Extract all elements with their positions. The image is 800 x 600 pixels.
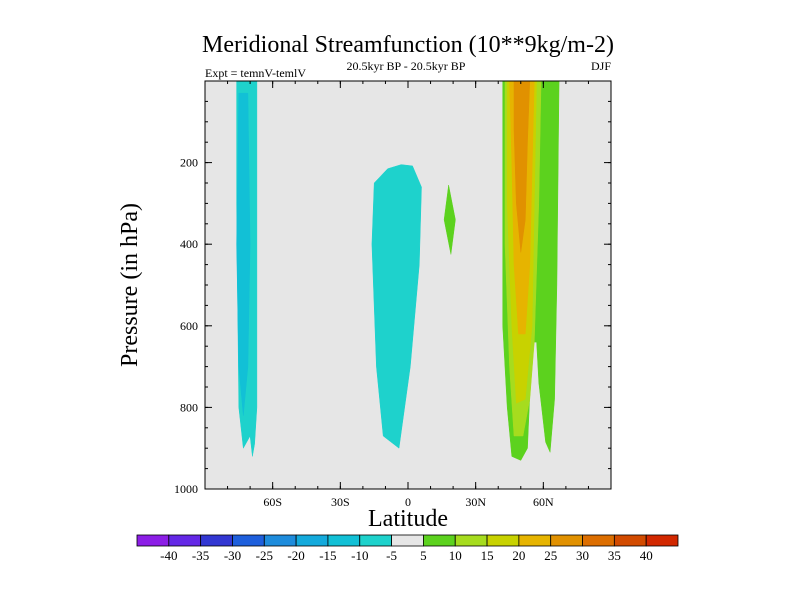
colorbar-label: 40 [640,548,653,563]
colorbar-swatch [486,534,520,547]
y-tick-label: 800 [180,400,198,414]
colorbar-swatch [359,534,392,547]
x-axis-label: Latitude [368,506,448,532]
colorbar-label: -40 [160,548,177,563]
chart-title: Meridional Streamfunction (10**9kg/m-2) [202,32,614,58]
colorbar-swatch [263,534,297,547]
colorbar-swatch [423,534,456,547]
x-tick-label: 60S [263,495,282,509]
colorbar-swatch [391,534,424,547]
colorbar-swatch [232,534,265,547]
colorbar-label: 5 [420,548,427,563]
x-tick-label: 0 [405,495,411,509]
colorbar-label: 20 [512,548,525,563]
colorbar-swatch [327,534,361,547]
contour-small-positive-cell [443,184,456,255]
contour-tropical-cell [371,164,422,449]
season-label: DJF [591,59,611,73]
x-tick-label: 60N [533,495,554,509]
colorbar-swatch [550,534,583,547]
y-axis-label: Pressure (in hPa) [117,203,143,367]
colorbar-label: -15 [319,548,336,563]
colorbar-label: -30 [224,548,241,563]
colorbar-swatch [168,534,202,547]
colorbar-swatch [136,534,170,547]
x-tick-label: 30S [331,495,350,509]
colorbar-swatch [645,534,679,547]
colorbar-swatch [613,534,647,547]
axis-tick-labels: 200 400 600 800 1000 60S 30S 0 30N 60N [174,156,554,509]
experiment-label: Expt = temnV-temlV [205,66,306,80]
colorbar-label: 30 [576,548,589,563]
contour-nh-ferrel-cell-25 [513,80,531,253]
colorbar-swatch [518,534,552,547]
colorbar-label: -20 [287,548,304,563]
y-tick-label: 600 [180,319,198,333]
colorbar-label: -35 [192,548,209,563]
colorbar-label: 10 [449,548,462,563]
y-tick-label: 400 [180,237,198,251]
y-tick-label: 1000 [174,482,198,496]
colorbar-label: 35 [608,548,621,563]
colorbar-label: 15 [481,548,494,563]
axis-ticks [205,81,611,490]
colorbar-swatch [454,534,488,547]
colorbar-swatch [582,534,615,547]
x-tick-label: 30N [465,495,486,509]
colorbar-label: -10 [351,548,368,563]
colorbar-label: -5 [386,548,397,563]
colorbar-label: 25 [544,548,557,563]
y-tick-label: 200 [180,156,198,170]
contour-sh-polar-cell-core [236,92,251,416]
contour-layer [236,80,560,461]
colorbar: -40 -35 -30 -25 -20 -15 -10 -5 5 10 15 20 25 30 35 40 [136,534,679,563]
period-label: 20.5kyr BP - 20.5kyr BP [347,59,466,73]
colorbar-swatch [200,534,233,547]
colorbar-label: -25 [256,548,273,563]
colorbar-swatch [295,534,329,547]
